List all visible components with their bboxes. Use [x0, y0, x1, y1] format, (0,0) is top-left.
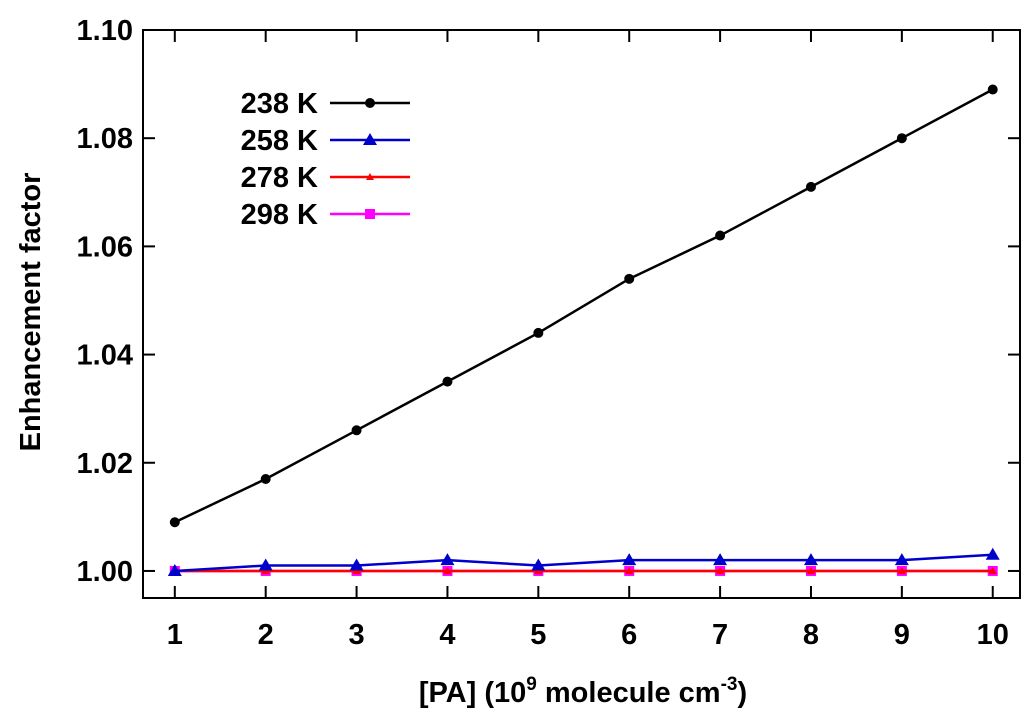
- data-point: [805, 181, 816, 192]
- data-point: [443, 566, 452, 574]
- data-point: [715, 230, 726, 241]
- x-tick-label: 2: [258, 619, 274, 651]
- data-point: [531, 558, 546, 571]
- y-tick-label: 1.02: [77, 448, 133, 480]
- data-point: [985, 547, 1000, 560]
- data-point: [803, 553, 818, 566]
- x-axis-title-exponent: 9: [526, 674, 537, 695]
- x-axis-title-main: [PA] (10: [419, 677, 526, 709]
- x-tick-label: 4: [439, 619, 455, 651]
- y-tick-label: 1.00: [77, 556, 133, 588]
- data-point: [167, 563, 182, 576]
- data-point: [533, 327, 544, 338]
- y-tick-label: 1.04: [77, 340, 133, 372]
- legend-marker: [363, 133, 377, 145]
- data-point: [897, 566, 906, 574]
- x-axis-title: [PA] (109 molecule cm-3): [419, 674, 747, 709]
- y-tick-label: 1.08: [77, 123, 133, 155]
- x-tick-label: 6: [621, 619, 637, 651]
- plot-layer: [167, 84, 1000, 576]
- legend-label: 298 K: [241, 199, 318, 231]
- x-axis-title-rest: molecule cm: [537, 677, 721, 709]
- data-point: [713, 553, 728, 566]
- data-point: [894, 553, 909, 566]
- plot-frame: [142, 29, 1021, 599]
- x-tick-label: 1: [167, 619, 183, 651]
- data-point: [622, 553, 637, 566]
- x-tick-label: 10: [977, 619, 1009, 651]
- x-tick-label: 9: [894, 619, 910, 651]
- legend-marker: [366, 173, 374, 180]
- legend-label: 238 K: [241, 88, 318, 120]
- legend-label: 278 K: [241, 162, 318, 194]
- x-axis-title-close: ): [737, 677, 747, 709]
- data-point: [624, 273, 635, 284]
- axes-layer: 1.00 1.02 1.04 1.06 1.08 1.10 1 2 3 4 5 6 7 8 9 10: [77, 15, 1021, 651]
- data-point: [260, 473, 271, 484]
- x-tick-label: 3: [348, 619, 364, 651]
- data-point: [716, 566, 725, 574]
- legend: 238 K 258 K 278 K 298 K: [241, 88, 410, 231]
- legend-marker: [365, 98, 375, 108]
- x-tick-label: 7: [712, 619, 728, 651]
- data-point: [987, 84, 998, 95]
- data-point: [169, 517, 180, 528]
- data-point: [349, 558, 364, 571]
- data-point: [351, 425, 362, 436]
- legend-label: 258 K: [241, 125, 318, 157]
- data-point: [440, 553, 455, 566]
- data-point: [896, 133, 907, 144]
- y-tick-label: 1.06: [77, 231, 133, 263]
- series-line: [174, 553, 993, 573]
- y-axis-title: Enhancement factor: [15, 173, 47, 452]
- y-tick-label: 1.10: [77, 15, 133, 47]
- data-point: [442, 376, 453, 387]
- legend-marker: [365, 209, 375, 219]
- data-point: [988, 566, 997, 574]
- x-axis-title-unit-exponent: -3: [721, 674, 738, 695]
- data-point: [258, 558, 273, 571]
- series-line: [174, 88, 994, 524]
- x-tick-label: 5: [530, 619, 546, 651]
- data-point: [625, 566, 634, 574]
- x-tick-label: 8: [803, 619, 819, 651]
- data-point: [806, 566, 815, 574]
